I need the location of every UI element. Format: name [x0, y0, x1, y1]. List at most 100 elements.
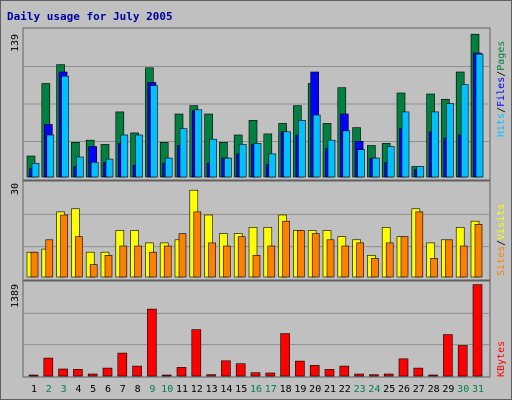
top-hits-bar-day-6 [105, 158, 114, 178]
bot-kbytes-bar-day-7 [117, 352, 128, 377]
mid-sites-bar-day-8 [134, 245, 142, 278]
top-hits-bar-day-15 [238, 144, 247, 178]
mid-sites-bar-day-9 [149, 251, 157, 278]
x-tick-day-29: 29 [442, 384, 454, 395]
mid-sites-bar-day-17 [267, 245, 276, 278]
mid-sites-bar-day-22 [341, 245, 350, 278]
top-hits-bar-day-31 [475, 53, 484, 178]
mid-sites-bar-day-31 [474, 224, 483, 278]
x-tick-day-11: 11 [176, 384, 188, 395]
top-hits-bar-day-21 [327, 139, 336, 178]
x-tick-day-12: 12 [191, 384, 203, 395]
bot-kbytes-bar-day-8 [132, 365, 142, 377]
bot-kbytes-bar-day-14 [221, 360, 231, 377]
x-tick-day-6: 6 [105, 384, 111, 395]
mid-sites-bar-day-2 [45, 239, 54, 278]
mid-sites-bar-day-23 [356, 242, 364, 278]
bot-kbytes-bar-day-13 [206, 374, 216, 377]
x-tick-day-2: 2 [46, 384, 52, 395]
top-hits-bar-day-26 [401, 111, 410, 178]
mid-sites-bar-day-25 [385, 242, 394, 278]
bot-kbytes-bar-day-15 [235, 363, 246, 377]
bot-kbytes-bar-day-31 [472, 284, 483, 377]
bot-kbytes-bar-day-24 [369, 374, 379, 377]
mid-sites-bar-day-13 [208, 242, 216, 278]
top-hits-bar-day-10 [164, 157, 173, 178]
x-tick-day-31: 31 [472, 384, 484, 395]
top-hits-bar-day-19 [298, 120, 306, 178]
top-hits-bar-day-11 [179, 128, 188, 178]
legend-visits: Visits [496, 204, 507, 240]
x-tick-day-10: 10 [161, 384, 173, 395]
bot-kbytes-bar-day-29 [443, 334, 453, 377]
top-hits-bar-day-8 [135, 134, 143, 178]
top-hits-bar-day-1 [31, 163, 40, 178]
hits-files-pages-bars [26, 33, 484, 178]
legend-hits-files-pages: Hits/Files/Pages [496, 41, 507, 137]
top-hits-bar-day-25 [386, 146, 395, 178]
mid-sites-bar-day-12 [193, 211, 202, 278]
bot-kbytes-bar-day-21 [324, 369, 335, 377]
mid-sites-bar-day-27 [415, 211, 424, 278]
x-tick-day-19: 19 [294, 384, 306, 395]
mid-sites-bar-day-19 [297, 230, 305, 278]
mid-sites-bar-day-20 [311, 233, 320, 278]
x-tick-day-8: 8 [135, 384, 141, 395]
top-hits-bar-day-23 [357, 149, 365, 178]
y-tick-visits-max: 30 [10, 183, 21, 195]
bot-kbytes-bar-day-6 [102, 367, 113, 377]
x-tick-day-30: 30 [457, 384, 469, 395]
bot-kbytes-bar-day-5 [87, 373, 98, 377]
mid-sites-bar-day-30 [459, 245, 468, 278]
bot-kbytes-bar-day-17 [265, 372, 276, 377]
panel-kbytes-gridlines [24, 312, 489, 346]
bot-kbytes-bar-day-19 [295, 360, 305, 377]
bot-kbytes-bar-day-4 [73, 369, 83, 377]
mid-sites-bar-day-24 [371, 258, 379, 278]
x-axis-day-labels: 1 2 3 4 5 6 7 8 9 10 11 12 13 14 15 16 17 18 19 20 21 22 23 24 2… [31, 384, 484, 395]
top-hits-bar-day-28 [431, 111, 439, 178]
legend-kbytes: KBytes [496, 341, 507, 377]
mid-sites-bar-day-4 [75, 236, 83, 278]
mid-sites-bar-day-18 [282, 220, 290, 278]
bot-kbytes-bar-day-11 [176, 367, 187, 377]
legend-sites: Sites [496, 246, 507, 276]
legend-separator: / [496, 240, 507, 246]
x-tick-day-23: 23 [354, 384, 366, 395]
bot-kbytes-bar-day-12 [191, 329, 202, 377]
x-tick-day-13: 13 [206, 384, 218, 395]
top-hits-bar-day-9 [150, 85, 158, 178]
legend-text: KBytes [496, 341, 507, 377]
mid-sites-bar-day-15 [237, 236, 246, 278]
x-tick-day-21: 21 [324, 384, 336, 395]
top-hits-bar-day-14 [224, 157, 232, 178]
bot-kbytes-bar-day-18 [280, 333, 290, 377]
x-tick-day-22: 22 [339, 384, 351, 395]
bot-kbytes-bar-day-1 [28, 374, 39, 377]
top-hits-bar-day-16 [253, 143, 262, 178]
bot-kbytes-bar-day-28 [428, 374, 438, 377]
top-hits-bar-day-27 [416, 166, 425, 178]
top-hits-bar-day-24 [372, 157, 380, 178]
kbytes-bars [28, 284, 483, 377]
top-hits-bar-day-13 [209, 138, 217, 178]
mid-sites-bar-day-11 [178, 233, 187, 278]
top-hits-bar-day-18 [283, 131, 291, 178]
x-tick-day-27: 27 [413, 384, 425, 395]
mid-sites-bar-day-14 [223, 245, 231, 278]
x-tick-day-17: 17 [265, 384, 277, 395]
bot-kbytes-bar-day-10 [161, 374, 172, 377]
x-tick-day-25: 25 [383, 384, 395, 395]
x-tick-day-9: 9 [149, 384, 155, 395]
x-tick-day-18: 18 [280, 384, 292, 395]
x-tick-day-26: 26 [398, 384, 410, 395]
top-hits-bar-day-2 [46, 134, 55, 178]
chart-title: Daily usage for July 2005 [7, 10, 173, 23]
x-tick-day-24: 24 [368, 384, 380, 395]
bot-kbytes-bar-day-3 [58, 368, 68, 377]
top-hits-bar-day-20 [312, 114, 321, 178]
mid-sites-bar-day-5 [89, 264, 98, 278]
x-tick-day-7: 7 [120, 384, 126, 395]
panel-kbytes-frame [22, 280, 491, 378]
